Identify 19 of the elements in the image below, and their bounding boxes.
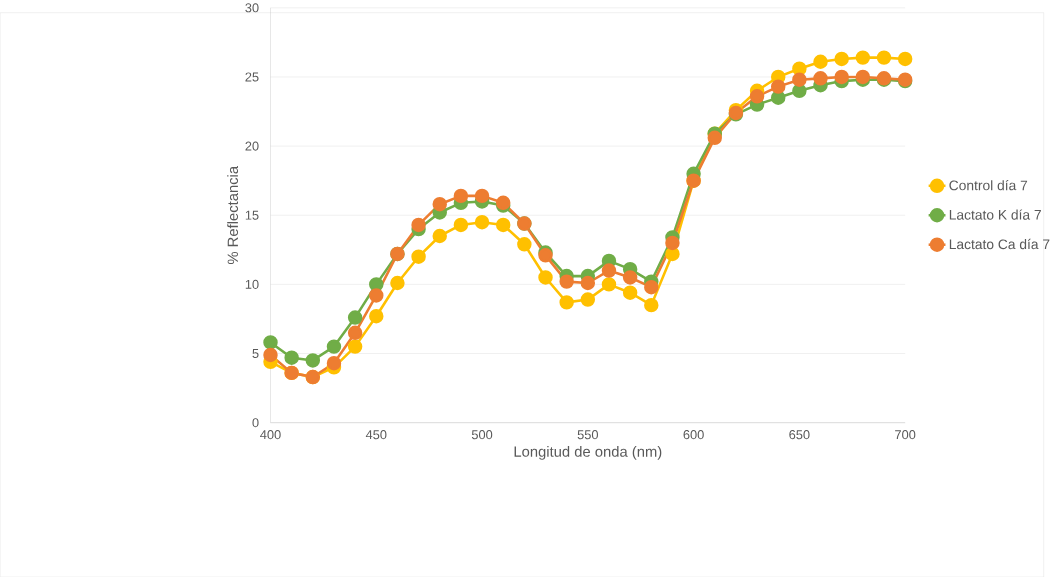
x-axis-title: Longitud de onda (nm) <box>514 445 662 460</box>
y-tick-label: 20 <box>245 141 259 151</box>
y-tick-label: 0 <box>252 418 259 428</box>
x-tick-label: 550 <box>577 429 599 440</box>
x-tick-label: 400 <box>260 429 281 440</box>
y-tick-label: 30 <box>245 3 259 13</box>
legend-label: Control día 7 <box>949 179 1028 191</box>
x-tick-label: 500 <box>471 429 493 440</box>
y-tick-label: 15 <box>245 210 259 220</box>
x-tick-label: 450 <box>365 429 387 440</box>
x-tick-label: 700 <box>895 429 916 440</box>
y-axis-title: % Reflectancia <box>227 165 239 264</box>
legend-label: Lactato Ca día 7 <box>949 238 1050 250</box>
y-tick-label: 5 <box>252 348 259 358</box>
legend-label: Lactato K día 7 <box>949 209 1041 220</box>
y-tick-label: 10 <box>245 279 259 289</box>
x-tick-label: 600 <box>683 429 704 440</box>
y-tick-label: 25 <box>245 72 259 82</box>
x-tick-label: 650 <box>789 429 810 440</box>
